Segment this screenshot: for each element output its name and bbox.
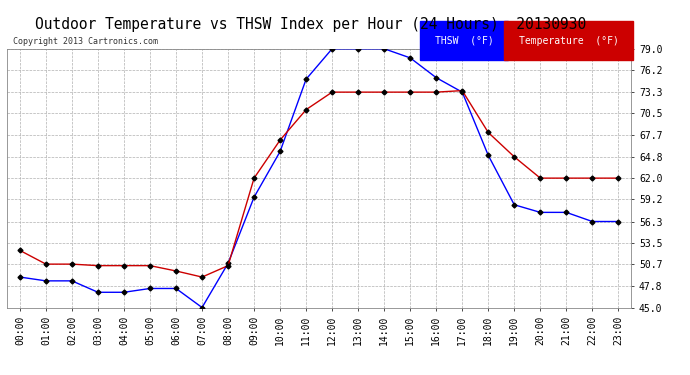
Text: Temperature  (°F): Temperature (°F) xyxy=(519,36,619,46)
Text: Copyright 2013 Cartronics.com: Copyright 2013 Cartronics.com xyxy=(13,37,158,46)
Text: Outdoor Temperature vs THSW Index per Hour (24 Hours)  20130930: Outdoor Temperature vs THSW Index per Ho… xyxy=(35,17,586,32)
Text: THSW  (°F): THSW (°F) xyxy=(435,36,493,46)
